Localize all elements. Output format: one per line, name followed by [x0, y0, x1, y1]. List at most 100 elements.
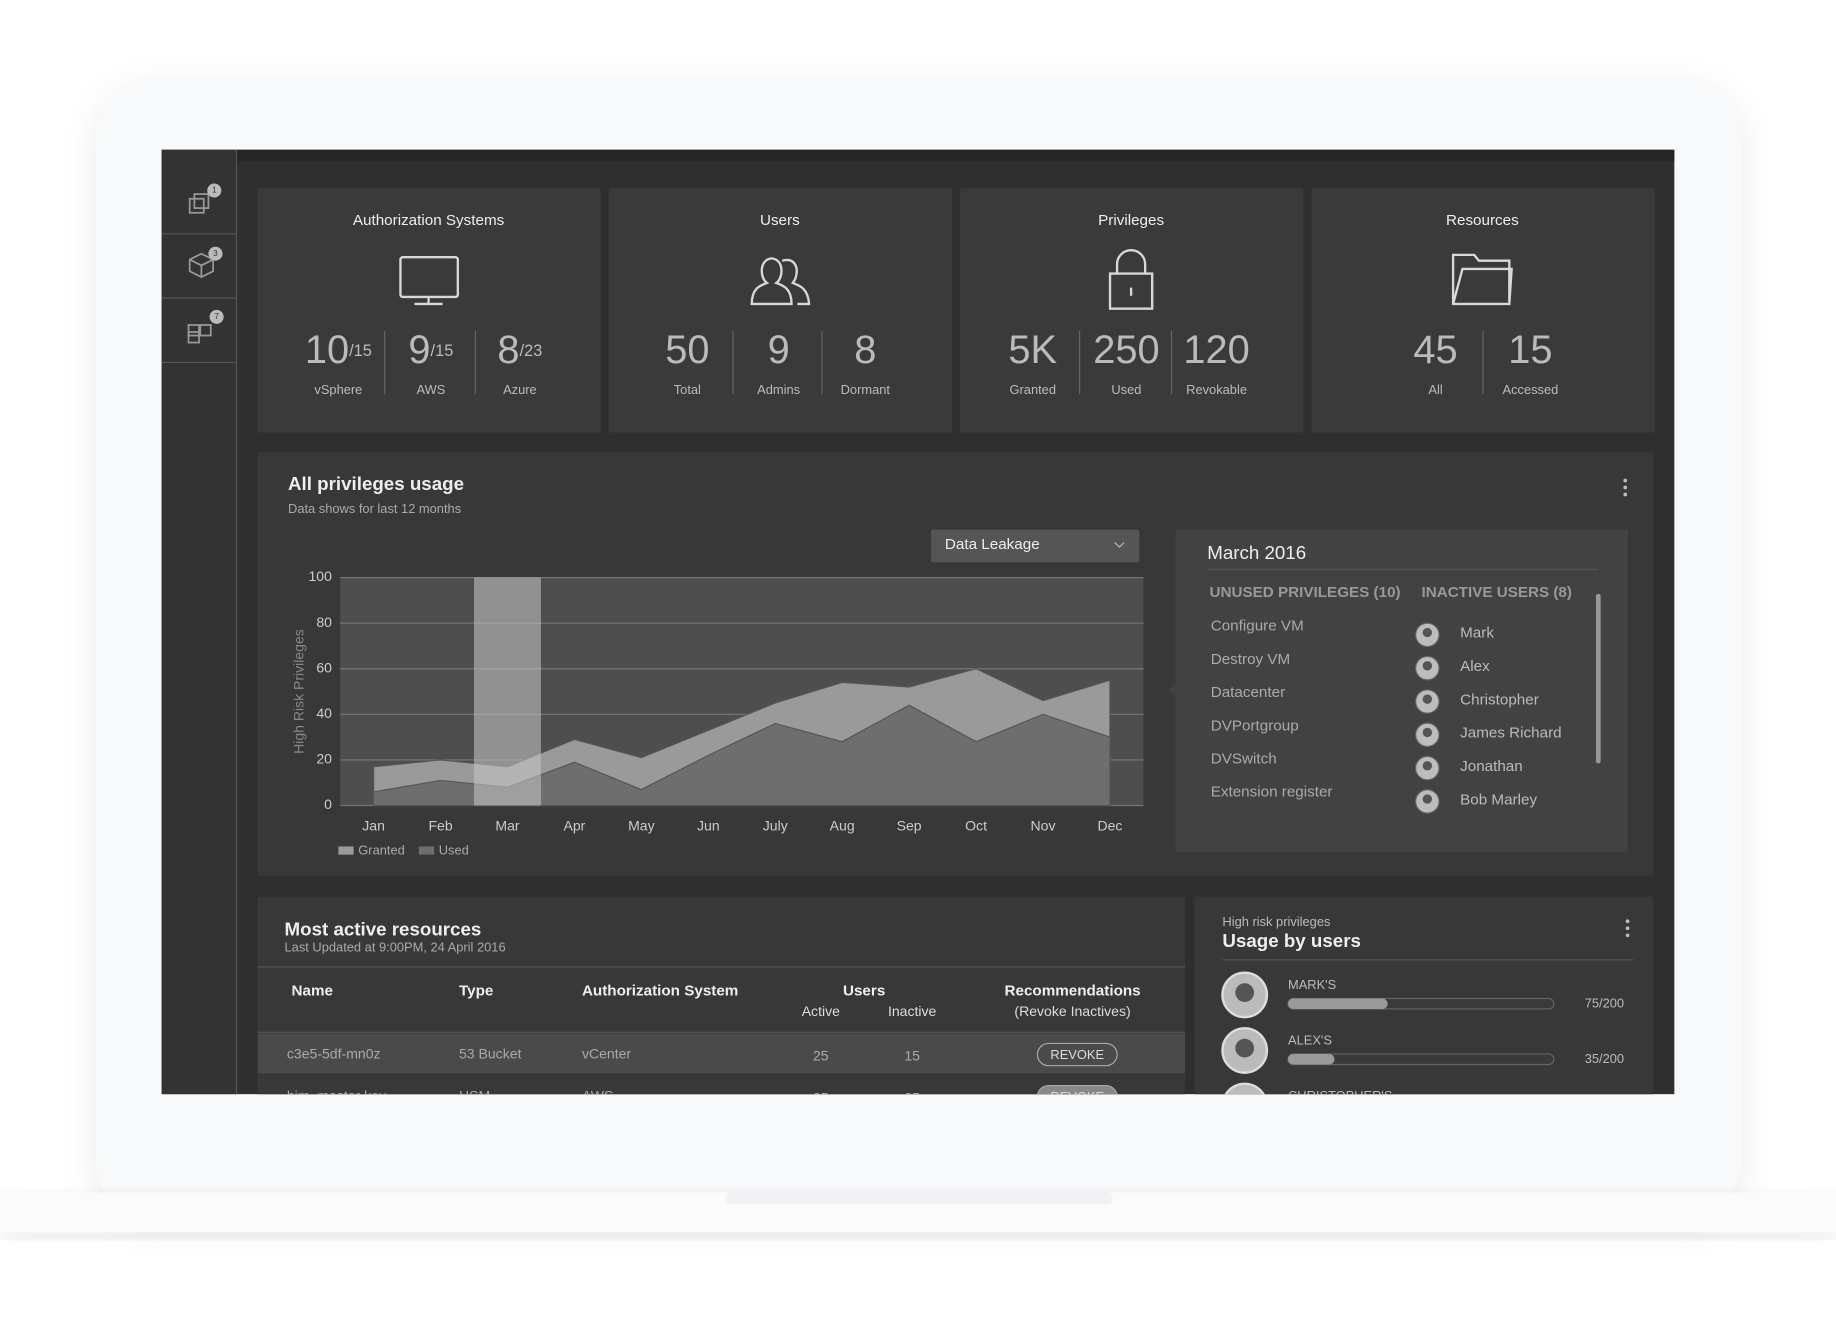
table-cell: 25 — [813, 1090, 829, 1106]
x-tick-label: Oct — [965, 817, 987, 833]
users-heading: INACTIVE USERS (8) — [1421, 584, 1571, 601]
x-tick-label: Jan — [362, 817, 385, 833]
table-cell: AWS — [582, 1087, 613, 1103]
avatar-face — [1235, 983, 1255, 1002]
resources-title: Most active resources — [285, 919, 482, 940]
privilege-item: Configure VM — [1211, 618, 1304, 635]
user-usage-kicker: High risk privileges — [1222, 914, 1330, 929]
stat-label: AWS — [416, 382, 445, 397]
card-title: Users — [760, 212, 800, 229]
stat-label: All — [1428, 382, 1442, 397]
stat-label: Dormant — [841, 382, 891, 397]
stat-total: /23 — [520, 342, 543, 360]
stat-label: Azure — [503, 382, 537, 397]
table-cell: vCenter — [582, 1045, 631, 1061]
stat: 50 — [665, 327, 709, 371]
stat-card — [960, 188, 1304, 433]
card-title: Resources — [1446, 212, 1519, 229]
stat-label: Revokable — [1186, 382, 1247, 397]
legend-swatch — [338, 846, 354, 855]
detail-title: March 2016 — [1207, 542, 1306, 563]
stat-label: Used — [1111, 382, 1141, 397]
usage-bar — [1288, 1053, 1335, 1065]
avatar-face — [1422, 794, 1433, 804]
card-title: Authorization Systems — [353, 212, 505, 229]
table-header: Name — [292, 982, 333, 999]
y-tick-label: 60 — [316, 659, 332, 675]
user-item: James Richard — [1460, 725, 1561, 742]
x-tick-label: Aug — [830, 817, 855, 833]
usage-subtitle: Data shows for last 12 months — [288, 501, 461, 516]
stat-value: 8 — [854, 327, 876, 371]
stat-label: Accessed — [1502, 382, 1558, 397]
usage-label: 35/200 — [1585, 1051, 1624, 1066]
x-tick-label: Sep — [897, 817, 922, 833]
x-tick-label: July — [763, 817, 788, 833]
avatar-face — [1422, 694, 1433, 704]
stat: 15 — [1508, 327, 1552, 371]
stat-label: Total — [674, 382, 701, 397]
table-header: Users — [843, 982, 885, 999]
stat-value: 120 — [1183, 327, 1249, 371]
kebab-menu[interactable] — [1623, 478, 1628, 497]
stat: 10/15 — [305, 327, 372, 371]
sidebar-icons[interactable] — [187, 193, 214, 344]
sidebar-badges — [207, 183, 224, 324]
sidebar — [161, 149, 237, 1095]
user-name: MARK'S — [1288, 977, 1336, 992]
x-tick-label: Jun — [697, 817, 720, 833]
revoke-button[interactable] — [1037, 1084, 1118, 1108]
x-tick-label: Apr — [564, 817, 586, 833]
dropdown-label[interactable]: Data Leakage — [945, 536, 1040, 553]
table-cell: 25 — [813, 1048, 829, 1064]
user-item: Mark — [1460, 625, 1494, 642]
stat-value: 5K — [1008, 327, 1057, 371]
privilege-item: Extension register — [1211, 784, 1333, 801]
table-subheader: Inactive — [888, 1003, 937, 1019]
table-header: Authorization System — [582, 982, 738, 999]
stat-label: Granted — [1009, 382, 1056, 397]
revoke-label[interactable]: REVOKE — [1050, 1089, 1104, 1104]
table-cell: bim_master key — [287, 1087, 386, 1103]
avatar-face — [1422, 661, 1433, 671]
table-subheader: Active — [802, 1003, 840, 1019]
card-icons — [399, 249, 1513, 310]
stat-value: 10 — [305, 327, 349, 371]
stat-card — [608, 188, 952, 433]
stat: 120 — [1183, 327, 1249, 371]
avatar — [1224, 1082, 1265, 1095]
top-bar — [236, 149, 1675, 162]
user-item: Christopher — [1460, 691, 1539, 708]
user-item: Bob Marley — [1460, 791, 1537, 808]
table-header: Type — [459, 982, 493, 999]
table-cell: 53 Bucket — [459, 1045, 522, 1061]
stat-total: /15 — [431, 342, 454, 360]
usage-label: 75/200 — [1585, 996, 1624, 1011]
kebab-menu[interactable] — [1625, 919, 1630, 938]
scrollbar[interactable] — [1595, 593, 1601, 764]
privilege-item: Datacenter — [1211, 684, 1285, 701]
stat: 8/23 — [497, 327, 542, 371]
stat-value: 9 — [768, 327, 790, 371]
laptop-notch — [725, 1192, 1113, 1205]
detail-pointer — [1168, 682, 1176, 697]
stat-total: /15 — [349, 342, 372, 360]
stat-value: 50 — [665, 327, 709, 371]
detail-panel — [1175, 529, 1628, 853]
legend-label: Granted — [358, 843, 405, 858]
table-cell: 15 — [904, 1048, 920, 1064]
revoke-label[interactable]: REVOKE — [1050, 1047, 1104, 1062]
user-usage-title: Usage by users — [1222, 930, 1360, 951]
stat-value: 15 — [1508, 327, 1552, 371]
dropdown[interactable] — [930, 529, 1140, 563]
stat-label: vSphere — [314, 382, 362, 397]
selected-month — [474, 577, 541, 806]
table-header: Recommendations — [1005, 982, 1141, 999]
table-row-highlight[interactable] — [257, 1033, 1185, 1074]
revoke-button[interactable] — [1036, 1042, 1118, 1067]
stat-label: Admins — [757, 382, 800, 397]
stat: 8 — [854, 327, 876, 371]
table-cell: c3e5-5df-mn0z — [287, 1045, 381, 1061]
